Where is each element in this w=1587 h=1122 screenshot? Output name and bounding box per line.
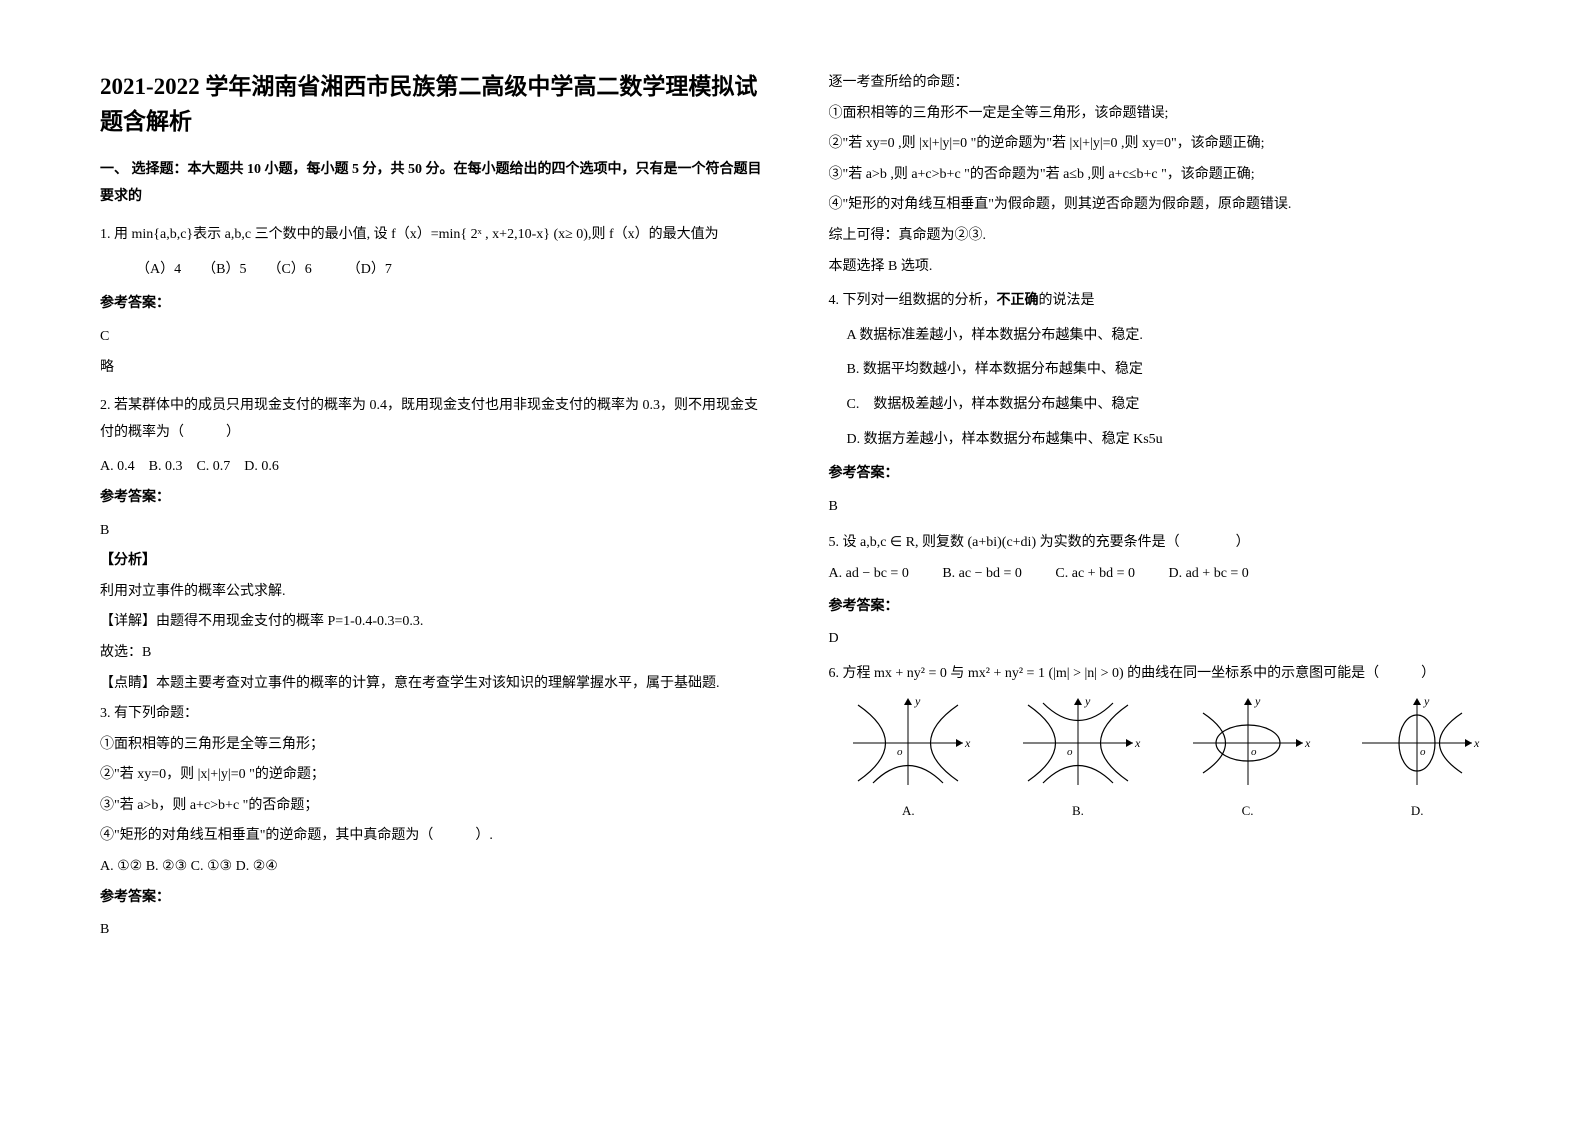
question-1-answer: C xyxy=(100,324,769,351)
answer-label-5: 参考答案： xyxy=(829,594,1498,621)
q5-opt-a: A. ad − bc = 0 xyxy=(829,566,909,581)
q5-opt-d: D. ad + bc = 0 xyxy=(1168,566,1248,581)
q3-review-2: ②"若 xy=0 ,则 |x|+|y|=0 "的逆命题为"若 |x|+|y|=0… xyxy=(829,131,1498,158)
svg-text:x: x xyxy=(1304,736,1311,750)
graph-a-label: A. xyxy=(902,799,915,824)
svg-text:o: o xyxy=(897,746,903,758)
question-2-options: A. 0.4 B. 0.3 C. 0.7 D. 0.6 xyxy=(100,454,769,481)
question-2-conclusion: 故选：B xyxy=(100,640,769,667)
question-2: 2. 若某群体中的成员只用现金支付的概率为 0.4，既用现金支付也用非现金支付的… xyxy=(100,393,769,446)
graph-options-container: o x y A. o x y xyxy=(829,693,1498,824)
question-3-item1: ①面积相等的三角形是全等三角形； xyxy=(100,732,769,759)
question-3-answer: B xyxy=(100,917,769,944)
graph-b-svg: o x y xyxy=(1013,693,1143,793)
answer-label-3: 参考答案： xyxy=(100,885,769,912)
left-column: 2021-2022 学年湖南省湘西市民族第二高级中学高二数学理模拟试题含解析 一… xyxy=(100,70,769,948)
question-4-optA: A 数据标准差越小，样本数据分布越集中、稳定. xyxy=(829,323,1498,350)
question-2-point: 【点睛】本题主要考查对立事件的概率的计算，意在考查学生对该知识的理解掌握水平，属… xyxy=(100,671,769,698)
svg-text:x: x xyxy=(1134,736,1141,750)
question-2-detail: 【详解】由题得不用现金支付的概率 P=1-0.4-0.3=0.3. xyxy=(100,609,769,636)
question-2-analysis-label: 【分析】 xyxy=(100,548,769,575)
svg-text:y: y xyxy=(1254,694,1261,708)
graph-option-d: o x y D. xyxy=(1337,693,1497,824)
question-4-answer: B xyxy=(829,494,1498,521)
question-1-options: （A）4 （B）5 （C）6 （D）7 xyxy=(100,257,769,284)
question-3: 3. 有下列命题： xyxy=(100,701,769,728)
q3-review-4: ④"矩形的对角线互相垂直"为假命题，则其逆否命题为假命题，原命题错误. xyxy=(829,192,1498,219)
svg-text:o: o xyxy=(1251,746,1257,758)
question-5-options: A. ad − bc = 0 B. ac − bd = 0 C. ac + bd… xyxy=(829,561,1498,588)
q3-review-intro: 逐一考查所给的命题： xyxy=(829,70,1498,97)
q5-opt-c: C. ac + bd = 0 xyxy=(1055,566,1135,581)
q5-opt-b: B. ac − bd = 0 xyxy=(942,566,1022,581)
svg-text:o: o xyxy=(1067,746,1073,758)
svg-text:x: x xyxy=(964,736,971,750)
answer-label-4: 参考答案： xyxy=(829,461,1498,488)
question-4-optC: C. 数据极差越小，样本数据分布越集中、稳定 xyxy=(829,392,1498,419)
graph-option-b: o x y B. xyxy=(998,693,1158,824)
q3-review-3: ③"若 a>b ,则 a+c>b+c "的否命题为"若 a≤b ,则 a+c≤b… xyxy=(829,162,1498,189)
question-5-answer: D xyxy=(829,626,1498,653)
graph-d-svg: o x y xyxy=(1352,693,1482,793)
question-3-item4: ④"矩形的对角线互相垂直"的逆命题，其中真命题为（ ）. xyxy=(100,823,769,850)
q3-review-select: 本题选择 B 选项. xyxy=(829,254,1498,281)
answer-label-1: 参考答案： xyxy=(100,291,769,318)
graph-option-a: o x y A. xyxy=(829,693,989,824)
graph-c-svg: o x y xyxy=(1183,693,1313,793)
svg-text:x: x xyxy=(1473,736,1480,750)
question-2-analysis: 利用对立事件的概率公式求解. xyxy=(100,579,769,606)
question-4: 4. 下列对一组数据的分析，不正确的说法是 xyxy=(829,288,1498,315)
svg-text:o: o xyxy=(1420,746,1426,758)
answer-label-2: 参考答案： xyxy=(100,485,769,512)
section-1-heading: 一、 选择题：本大题共 10 小题，每小题 5 分，共 50 分。在每小题给出的… xyxy=(100,157,769,210)
question-3-item2: ②"若 xy=0，则 |x|+|y|=0 "的逆命题； xyxy=(100,762,769,789)
question-6: 6. 方程 mx + ny² = 0 与 mx² + ny² = 1 (|m| … xyxy=(829,661,1498,688)
question-3-options: A. ①② B. ②③ C. ①③ D. ②④ xyxy=(100,854,769,881)
graph-option-c: o x y C. xyxy=(1168,693,1328,824)
graph-b-label: B. xyxy=(1072,799,1084,824)
svg-text:y: y xyxy=(914,694,921,708)
question-3-item3: ③"若 a>b，则 a+c>b+c "的否命题； xyxy=(100,793,769,820)
q3-review-1: ①面积相等的三角形不一定是全等三角形，该命题错误; xyxy=(829,101,1498,128)
question-4-optB: B. 数据平均数越小，样本数据分布越集中、稳定 xyxy=(829,357,1498,384)
svg-text:y: y xyxy=(1084,694,1091,708)
graph-d-label: D. xyxy=(1411,799,1424,824)
graph-c-label: C. xyxy=(1242,799,1254,824)
svg-text:y: y xyxy=(1423,694,1430,708)
q3-review-conclusion: 综上可得：真命题为②③. xyxy=(829,223,1498,250)
question-4-optD: D. 数据方差越小，样本数据分布越集中、稳定 Ks5u xyxy=(829,427,1498,454)
question-1-note: 略 xyxy=(100,355,769,382)
question-1: 1. 用 min{a,b,c}表示 a,b,c 三个数中的最小值, 设 f（x）… xyxy=(100,222,769,249)
question-5: 5. 设 a,b,c ∈ R, 则复数 (a+bi)(c+di) 为实数的充要条… xyxy=(829,530,1498,557)
page-layout: 2021-2022 学年湖南省湘西市民族第二高级中学高二数学理模拟试题含解析 一… xyxy=(100,70,1497,948)
document-title: 2021-2022 学年湖南省湘西市民族第二高级中学高二数学理模拟试题含解析 xyxy=(100,70,769,139)
question-2-answer: B xyxy=(100,518,769,545)
graph-a-svg: o x y xyxy=(843,693,973,793)
right-column: 逐一考查所给的命题： ①面积相等的三角形不一定是全等三角形，该命题错误; ②"若… xyxy=(829,70,1498,948)
